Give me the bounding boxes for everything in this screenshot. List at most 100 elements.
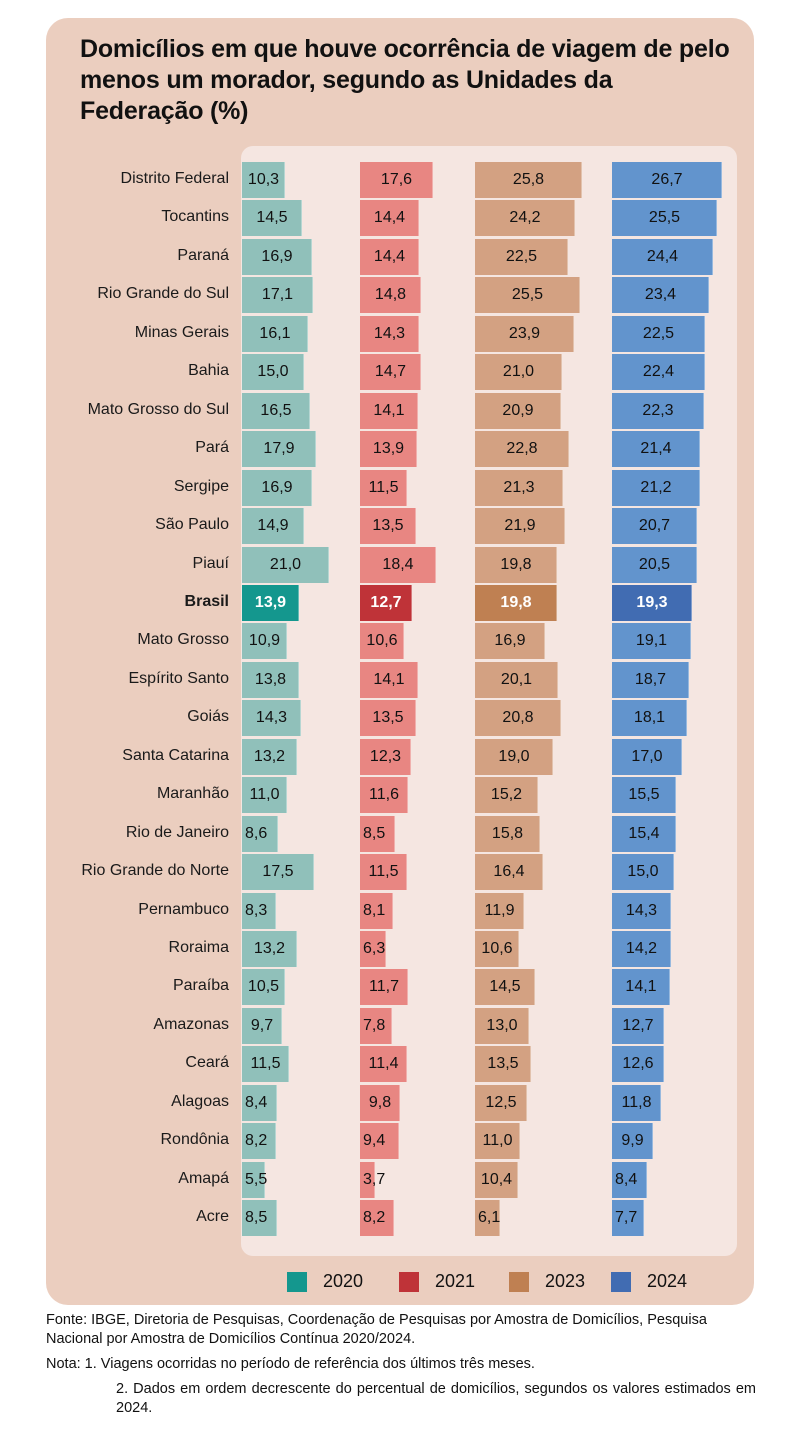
category-label-alagoas: Alagoas bbox=[171, 1092, 229, 1110]
value-label-2021-sao-paulo: 13,5 bbox=[372, 517, 404, 535]
value-label-2024-piaui: 20,5 bbox=[638, 555, 671, 573]
bar-2021-espirito-santo bbox=[360, 661, 418, 698]
bar-2024-minas-gerais bbox=[612, 315, 705, 352]
value-label-2020-amapa: 5,5 bbox=[245, 1170, 268, 1188]
bar-2024-alagoas bbox=[612, 1084, 661, 1121]
bar-2020-para bbox=[242, 431, 316, 468]
bar-2021-amapa bbox=[360, 1161, 375, 1198]
bar-2021-piaui bbox=[360, 546, 436, 583]
bar-2020-parana bbox=[242, 238, 312, 275]
value-label-2024-maranhao: 15,5 bbox=[628, 786, 660, 804]
value-label-2020-parana: 16,9 bbox=[261, 247, 293, 265]
value-label-2021-rondonia: 9,4 bbox=[363, 1132, 386, 1150]
bar-2020-acre bbox=[242, 1200, 277, 1237]
value-label-2023-distrito-federal: 25,8 bbox=[512, 171, 545, 188]
bar-2024-distrito-federal bbox=[612, 162, 722, 198]
bar-2023-para bbox=[475, 431, 569, 468]
value-label-2020-mato-grosso-do-sul: 16,5 bbox=[260, 401, 292, 419]
bar-2023-amazonas bbox=[475, 1007, 529, 1044]
value-label-2021-rio-grande-do-norte: 11,5 bbox=[368, 863, 399, 881]
bar-2023-pernambuco bbox=[475, 892, 524, 929]
bar-2024-rio-de-janeiro bbox=[612, 815, 676, 852]
bar-2020-maranhao bbox=[242, 777, 287, 814]
bar-2023-parana bbox=[475, 238, 568, 275]
bar-2023-acre bbox=[475, 1200, 500, 1237]
bar-2024-goias bbox=[612, 700, 687, 737]
value-label-2020-espirito-santo: 13,8 bbox=[254, 670, 287, 688]
legend-swatch-2020 bbox=[287, 1271, 307, 1292]
legend-swatch-2021 bbox=[399, 1271, 419, 1292]
bar-2024-santa-catarina bbox=[612, 738, 682, 775]
value-label-2023-maranhao: 15,2 bbox=[490, 786, 523, 804]
bar-2023-rio-grande-do-sul bbox=[475, 277, 580, 314]
value-label-2021-acre: 8,2 bbox=[363, 1209, 386, 1227]
value-label-2021-rio-de-janeiro: 8,5 bbox=[363, 824, 386, 842]
value-label-2024-amapa: 8,4 bbox=[615, 1170, 638, 1188]
bar-2023-sergipe bbox=[475, 469, 563, 506]
bar-2024-sergipe bbox=[612, 469, 700, 506]
bar-2020-rio-grande-do-sul bbox=[242, 277, 313, 314]
bar-2024-mato-grosso-do-sul bbox=[612, 392, 704, 429]
bar-2021-alagoas bbox=[360, 1084, 400, 1121]
value-label-2020-goias: 14,3 bbox=[255, 709, 288, 727]
value-label-2020-brasil: 13,9 bbox=[254, 593, 287, 611]
bar-2020-santa-catarina bbox=[242, 738, 297, 775]
bar-2024-amazonas bbox=[612, 1007, 664, 1044]
value-label-2021-ceara: 11,4 bbox=[368, 1055, 399, 1073]
value-label-2020-piaui: 21,0 bbox=[269, 555, 302, 573]
value-label-2020-distrito-federal: 10,3 bbox=[247, 171, 280, 188]
value-label-2024-santa-catarina: 17,0 bbox=[631, 747, 663, 765]
value-label-2023-brasil: 19,8 bbox=[500, 593, 532, 611]
bar-2020-piaui bbox=[242, 546, 329, 583]
value-label-2024-roraima: 14,2 bbox=[625, 940, 658, 957]
bar-2023-goias bbox=[475, 700, 561, 737]
category-label-mato-grosso: Mato Grosso bbox=[137, 631, 229, 649]
legend-item-2021: 2021 bbox=[399, 1271, 475, 1292]
bar-2023-roraima bbox=[475, 931, 519, 967]
category-label-ceara: Ceará bbox=[185, 1054, 229, 1072]
value-label-2024-distrito-federal: 26,7 bbox=[651, 171, 683, 188]
value-label-2021-amazonas: 7,8 bbox=[363, 1016, 386, 1034]
value-label-2020-rio-grande-do-sul: 17,1 bbox=[261, 286, 294, 304]
value-label-2024-para: 21,4 bbox=[640, 440, 672, 458]
bar-2023-sao-paulo bbox=[475, 508, 565, 545]
value-label-2021-maranhao: 11,6 bbox=[369, 786, 399, 804]
value-label-2021-distrito-federal: 17,6 bbox=[380, 171, 413, 188]
bar-2020-alagoas bbox=[242, 1084, 277, 1121]
footer-notes: Fonte: IBGE, Diretoria de Pesquisas, Coo… bbox=[46, 1311, 756, 1418]
bar-2020-mato-grosso-do-sul bbox=[242, 392, 310, 429]
bar-2020-roraima bbox=[242, 931, 297, 967]
value-label-2021-rio-grande-do-sul: 14,8 bbox=[374, 286, 407, 304]
bar-2024-mato-grosso bbox=[612, 623, 691, 660]
bar-2021-rondonia bbox=[360, 1123, 399, 1160]
value-label-2020-mato-grosso: 10,9 bbox=[248, 632, 281, 650]
value-label-2021-roraima: 6,3 bbox=[363, 940, 386, 957]
value-label-2021-alagoas: 9,8 bbox=[368, 1093, 392, 1111]
category-label-piaui: Piauí bbox=[192, 554, 229, 572]
value-label-2021-paraiba: 11,7 bbox=[369, 978, 399, 996]
bar-2024-amapa bbox=[612, 1161, 647, 1198]
value-label-2023-minas-gerais: 23,9 bbox=[508, 324, 541, 342]
bar-2023-rio-de-janeiro bbox=[475, 815, 540, 852]
value-label-2024-mato-grosso-do-sul: 22,3 bbox=[642, 401, 674, 419]
bar-2020-espirito-santo bbox=[242, 661, 299, 698]
bar-2024-roraima bbox=[612, 931, 671, 967]
bar-2020-tocantins bbox=[242, 200, 302, 237]
bar-2023-ceara bbox=[475, 1046, 531, 1083]
value-label-2021-tocantins: 14,4 bbox=[373, 209, 406, 227]
value-label-2024-rondonia: 9,9 bbox=[621, 1132, 644, 1150]
value-label-2023-mato-grosso-do-sul: 20,9 bbox=[502, 401, 534, 419]
value-label-2024-rio-de-janeiro: 15,4 bbox=[628, 824, 660, 842]
value-label-2020-pernambuco: 8,3 bbox=[245, 901, 268, 919]
category-label-goias: Goiás bbox=[187, 708, 229, 726]
bar-2024-maranhao bbox=[612, 777, 676, 814]
bar-2021-pernambuco bbox=[360, 892, 393, 929]
bar-2023-bahia bbox=[475, 354, 562, 391]
bar-2024-parana bbox=[612, 238, 713, 275]
bar-2023-alagoas bbox=[475, 1084, 527, 1121]
category-label-parana: Paraná bbox=[177, 246, 229, 264]
value-label-2023-rio-de-janeiro: 15,8 bbox=[491, 824, 524, 842]
bar-2021-distrito-federal bbox=[360, 162, 433, 198]
bar-2020-sao-paulo bbox=[242, 508, 304, 545]
